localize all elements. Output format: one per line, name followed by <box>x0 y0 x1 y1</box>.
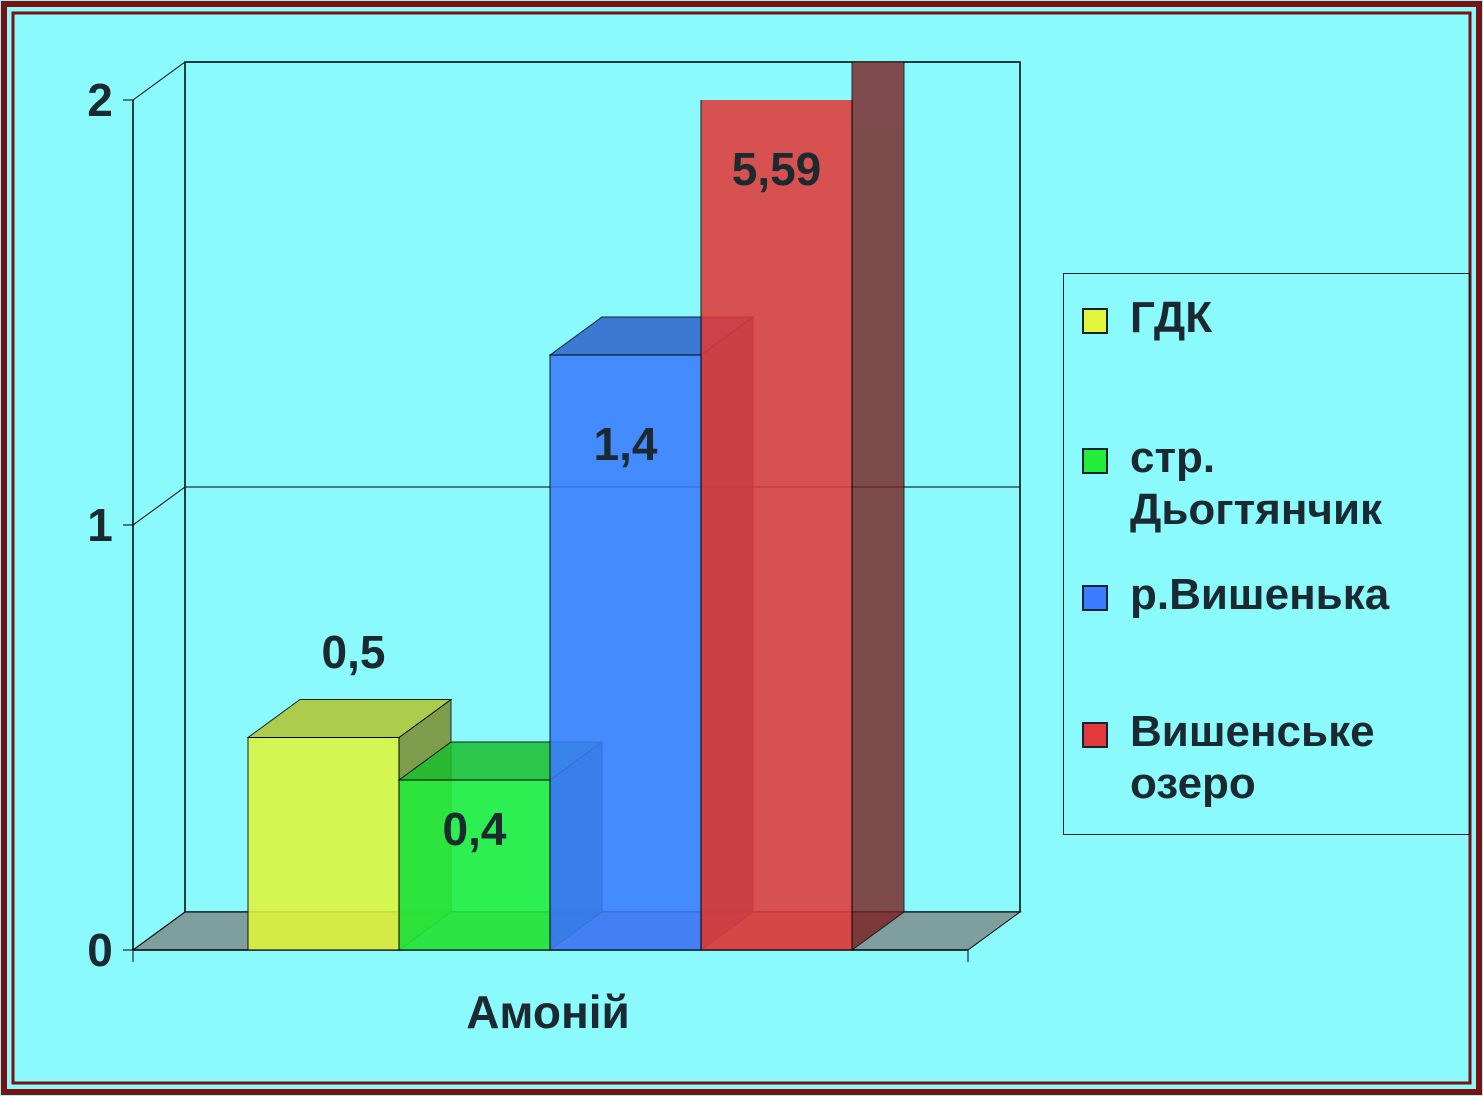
grid-line <box>132 486 186 526</box>
legend-swatch <box>1082 585 1108 611</box>
bar-group <box>700 100 853 951</box>
legend-label: ГДК <box>1130 293 1213 342</box>
legend-label: р.Вишенька <box>1130 570 1390 619</box>
bar <box>549 354 702 951</box>
y-tick-label: 2 <box>87 74 113 126</box>
bar-group <box>851 62 905 951</box>
legend-swatch <box>1082 448 1108 474</box>
bar-group <box>246 699 453 738</box>
legend-entry: стр. Дьогтянчик <box>1082 432 1462 536</box>
grid-line <box>132 61 186 101</box>
bar-side <box>851 62 905 951</box>
grid-line <box>132 911 186 951</box>
y-tick-label: 1 <box>87 499 113 551</box>
bar-top <box>246 699 453 738</box>
data-label: 0,4 <box>443 803 507 855</box>
legend-entry: ГДК <box>1082 292 1462 344</box>
legend-swatch <box>1082 308 1108 334</box>
bar-group <box>549 354 702 951</box>
y-tick-label: 0 <box>87 924 113 976</box>
bar <box>700 100 853 951</box>
frame <box>11 11 1472 1085</box>
legend-entry: р.Вишенька <box>1082 569 1462 621</box>
bar <box>247 737 400 951</box>
bar-group <box>398 779 551 951</box>
data-label: 1,4 <box>594 418 658 470</box>
legend-entry: Вишенське озеро <box>1082 706 1462 810</box>
x-category-label: Амоній <box>466 986 630 1038</box>
legend: ГДК стр. Дьогтянчик р.Вишенька Вишенське оз… <box>1063 273 1470 835</box>
data-label: 0,5 <box>322 626 386 678</box>
legend-swatch <box>1082 722 1108 748</box>
data-label: 5,59 <box>732 143 822 195</box>
legend-label: стр. Дьогтянчик <box>1130 433 1383 534</box>
legend-label: Вишенське озеро <box>1130 707 1375 808</box>
bar <box>398 779 551 951</box>
bar-group <box>247 737 400 951</box>
